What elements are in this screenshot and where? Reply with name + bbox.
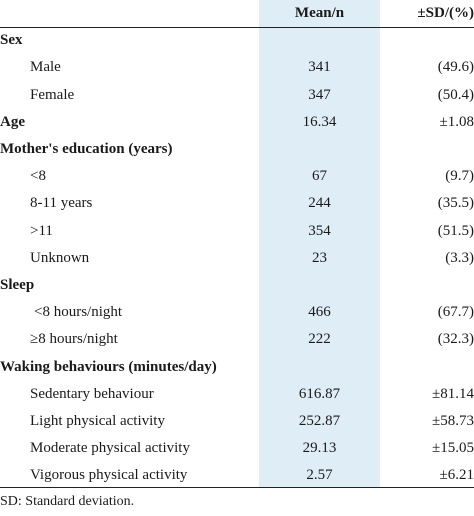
row-mean-value [259, 27, 380, 54]
row-sd-value: (51.5) [437, 222, 474, 239]
table-row: Unknown 23 (3.3) [0, 245, 474, 272]
table-row: <8 67 (9.7) [0, 163, 474, 190]
section-row: Sex [0, 27, 474, 54]
row-sd-value: (9.7) [445, 168, 474, 185]
row-mean-value: 29.13 [302, 440, 337, 457]
row-label: Vigorous physical activity [30, 467, 188, 484]
row-sd-value: ±81.14 [432, 385, 474, 402]
row-mean-value: 23 [312, 249, 327, 266]
table-bottom-rule [0, 487, 474, 488]
section-row: Waking behaviours (minutes/day) [0, 353, 474, 380]
table-row: Male 341 (49.6) [0, 54, 474, 81]
row-label: Male [30, 59, 61, 76]
row-mean-value [259, 136, 380, 163]
row-label: >11 [30, 222, 53, 239]
row-label: Sex [0, 32, 23, 49]
row-label: ≥8 hours/night [30, 331, 118, 348]
row-mean-value: 16.34 [302, 113, 337, 130]
row-sd-value [380, 272, 474, 299]
table-row: ≥8 hours/night 222 (32.3) [0, 326, 474, 353]
row-label: Age [0, 113, 25, 130]
header-mean-n: Mean/n [294, 5, 345, 22]
row-sd-value: (50.4) [437, 86, 474, 103]
table-row: Sedentary behaviour 616.87 ±81.14 [0, 381, 474, 408]
descriptive-statistics-table: Mean/n ±SD/(%) Sex Male 341 (49.6) Female 347… [0, 0, 474, 489]
row-mean-value: 67 [312, 168, 327, 185]
table-body: Sex Male 341 (49.6) Female 347 (50.4) Age 16.34 ±… [0, 27, 474, 489]
row-mean-value: 466 [308, 304, 331, 321]
row-label: Waking behaviours (minutes/day) [0, 358, 217, 375]
section-row: Mother's education (years) [0, 136, 474, 163]
section-row: Sleep [0, 272, 474, 299]
row-mean-value: 222 [308, 331, 331, 348]
row-label: <8 hours/night [34, 304, 123, 321]
header-bottom-rule [0, 27, 474, 28]
table-row: >11 354 (51.5) [0, 218, 474, 245]
row-mean-value: 354 [308, 222, 331, 239]
row-label: Sedentary behaviour [30, 385, 154, 402]
table-row: Light physical activity 252.87 ±58.73 [0, 408, 474, 435]
table-footnote: SD: Standard deviation. [0, 494, 135, 509]
row-sd-value [380, 136, 474, 163]
row-mean-value: 347 [308, 86, 331, 103]
row-mean-value [259, 272, 380, 299]
row-sd-value: (32.3) [437, 331, 474, 348]
row-sd-value: (49.6) [437, 59, 474, 76]
row-sd-value: (3.3) [445, 249, 474, 266]
table-row: <8 hours/night 466 (67.7) [0, 299, 474, 326]
table-row: Female 347 (50.4) [0, 82, 474, 109]
row-label: 8-11 years [30, 195, 93, 212]
table-row: 8-11 years 244 (35.5) [0, 190, 474, 217]
header-sd-percent: ±SD/(%) [417, 5, 474, 22]
row-label: Moderate physical activity [30, 440, 190, 457]
row-sd-value [380, 353, 474, 380]
row-sd-value: (67.7) [437, 304, 474, 321]
header-label-cell [0, 0, 259, 27]
row-mean-value: 252.87 [298, 412, 341, 429]
row-sd-value: ±58.73 [432, 412, 474, 429]
table-row: Moderate physical activity 29.13 ±15.05 [0, 435, 474, 462]
row-sd-value: ±1.08 [439, 113, 474, 130]
row-sd-value [380, 27, 474, 54]
row-mean-value: 244 [308, 195, 331, 212]
section-row: Age 16.34 ±1.08 [0, 109, 474, 136]
row-label: <8 [30, 168, 46, 185]
row-mean-value: 616.87 [298, 385, 341, 402]
row-label: Unknown [30, 249, 90, 266]
row-sd-value: ±6.21 [439, 467, 474, 484]
row-label: Mother's education (years) [0, 141, 173, 158]
table-row: Vigorous physical activity 2.57 ±6.21 [0, 462, 474, 489]
row-label: Female [30, 86, 75, 103]
row-mean-value: 2.57 [306, 467, 333, 484]
row-sd-value: (35.5) [437, 195, 474, 212]
table-header-row: Mean/n ±SD/(%) [0, 0, 474, 27]
row-sd-value: ±15.05 [432, 440, 474, 457]
row-label: Sleep [0, 276, 35, 293]
row-mean-value [259, 353, 380, 380]
row-mean-value: 341 [308, 59, 331, 76]
highlighted-column-background [259, 0, 380, 487]
row-label: Light physical activity [30, 412, 165, 429]
